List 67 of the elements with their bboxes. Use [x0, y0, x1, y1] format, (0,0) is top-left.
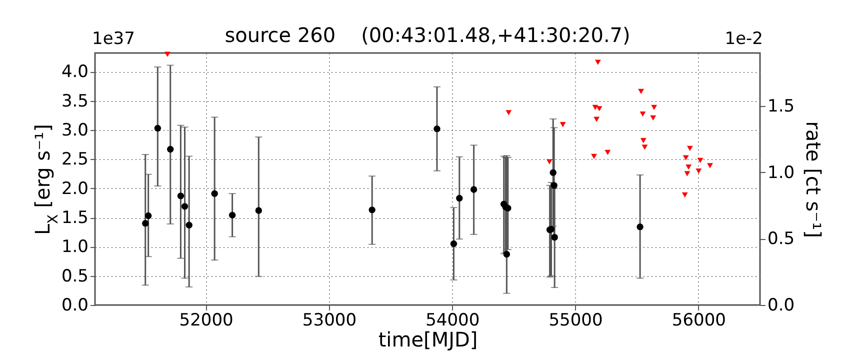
y-tick-label: 0.5 — [61, 266, 88, 286]
point — [504, 204, 512, 212]
point — [650, 115, 656, 121]
x-tick-label: 52000 — [179, 310, 234, 330]
point — [470, 186, 478, 193]
point — [546, 159, 552, 164]
point — [177, 192, 184, 200]
y2-tick-label: 1.5 — [768, 96, 795, 117]
y-tick-label: 1.0 — [61, 237, 88, 258]
point — [638, 88, 644, 94]
point — [142, 220, 149, 227]
y-tick-label: 0.0 — [61, 296, 88, 316]
point — [456, 194, 463, 202]
point — [167, 146, 174, 153]
y-tick-label: 3.0 — [61, 120, 88, 140]
x-tick-label: 53000 — [302, 310, 357, 330]
point — [604, 150, 611, 156]
x-tick-label: 55000 — [548, 310, 603, 330]
point — [211, 190, 218, 197]
x-axis-title: time[MJD] — [378, 328, 478, 352]
point — [682, 192, 688, 198]
point — [551, 234, 558, 241]
y2-tick-label: 1.0 — [768, 162, 795, 183]
text: 1e37 — [92, 29, 135, 49]
point — [686, 146, 693, 152]
point — [434, 125, 440, 132]
point — [642, 144, 648, 150]
y-tick-label: 3.5 — [61, 91, 88, 112]
point — [596, 106, 602, 112]
point — [682, 155, 689, 160]
point — [560, 122, 566, 128]
chart-title: source 260 (00:43:01.48,+41:30:20.7) — [224, 22, 630, 47]
y2-axis-title: rate [ct s⁻¹] — [802, 121, 826, 238]
y-tick-label: 1.5 — [61, 208, 88, 228]
point — [368, 206, 376, 214]
point — [506, 110, 512, 116]
point — [707, 163, 713, 168]
point — [697, 158, 704, 163]
point — [651, 104, 658, 110]
text: 1e-2 — [724, 29, 763, 49]
y-tick-label: 4.0 — [61, 62, 88, 82]
point — [696, 168, 702, 174]
point — [144, 212, 152, 220]
x-tick-label: 56000 — [672, 310, 726, 330]
point — [686, 164, 692, 170]
point — [640, 138, 646, 144]
point — [228, 212, 236, 219]
point — [636, 223, 644, 230]
point — [255, 207, 262, 214]
point — [640, 111, 646, 117]
point — [181, 203, 188, 210]
x-tick-label: 54000 — [426, 310, 480, 330]
point — [594, 116, 600, 122]
point — [684, 171, 690, 176]
point — [550, 169, 556, 176]
point — [503, 250, 510, 258]
point — [154, 124, 162, 132]
y2-tick-label: 0.0 — [768, 296, 795, 316]
point — [164, 52, 170, 57]
point — [450, 240, 458, 248]
y-tick-label: 2.0 — [61, 178, 88, 199]
point — [186, 222, 192, 228]
point — [550, 182, 558, 189]
point — [594, 60, 601, 65]
y2-tick-label: 0.5 — [768, 229, 795, 250]
y-tick-label: 2.5 — [61, 150, 88, 170]
point — [591, 154, 597, 160]
